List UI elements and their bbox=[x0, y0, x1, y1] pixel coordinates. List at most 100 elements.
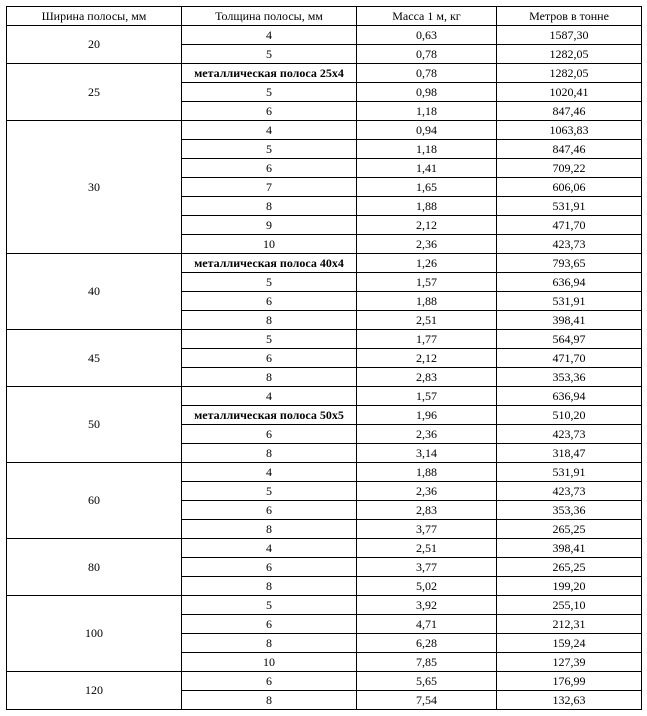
cell-mpt: 847,46 bbox=[497, 140, 642, 159]
cell-thickness: металлическая полоса 50х5 bbox=[182, 406, 357, 425]
cell-mass: 2,12 bbox=[357, 349, 497, 368]
cell-mpt: 353,36 bbox=[497, 501, 642, 520]
cell-thickness: 9 bbox=[182, 216, 357, 235]
cell-mass: 7,85 bbox=[357, 653, 497, 672]
cell-mpt: 265,25 bbox=[497, 558, 642, 577]
cell-mass: 2,83 bbox=[357, 368, 497, 387]
cell-thickness: 5 bbox=[182, 83, 357, 102]
cell-mass: 1,77 bbox=[357, 330, 497, 349]
cell-mpt: 398,41 bbox=[497, 539, 642, 558]
cell-thickness: 4 bbox=[182, 387, 357, 406]
cell-mass: 1,18 bbox=[357, 102, 497, 121]
cell-mass: 3,92 bbox=[357, 596, 497, 615]
cell-mass: 0,78 bbox=[357, 45, 497, 64]
cell-mass: 3,77 bbox=[357, 558, 497, 577]
cell-thickness: 5 bbox=[182, 596, 357, 615]
cell-thickness: 4 bbox=[182, 539, 357, 558]
cell-thickness: 8 bbox=[182, 634, 357, 653]
cell-mpt: 265,25 bbox=[497, 520, 642, 539]
cell-mass: 0,94 bbox=[357, 121, 497, 140]
cell-thickness: 10 bbox=[182, 235, 357, 254]
cell-thickness: 10 bbox=[182, 653, 357, 672]
cell-mpt: 1282,05 bbox=[497, 64, 642, 83]
cell-width: 120 bbox=[7, 672, 182, 710]
cell-mpt: 132,63 bbox=[497, 691, 642, 710]
table-row: 25металлическая полоса 25х40,781282,05 bbox=[7, 64, 642, 83]
cell-mass: 5,65 bbox=[357, 672, 497, 691]
cell-mpt: 1020,41 bbox=[497, 83, 642, 102]
cell-mpt: 423,73 bbox=[497, 482, 642, 501]
cell-mpt: 159,24 bbox=[497, 634, 642, 653]
cell-mass: 3,14 bbox=[357, 444, 497, 463]
cell-mass: 1,57 bbox=[357, 387, 497, 406]
cell-mpt: 212,31 bbox=[497, 615, 642, 634]
cell-width: 20 bbox=[7, 26, 182, 64]
cell-mpt: 510,20 bbox=[497, 406, 642, 425]
cell-mass: 1,41 bbox=[357, 159, 497, 178]
cell-thickness: 6 bbox=[182, 425, 357, 444]
cell-thickness: 5 bbox=[182, 482, 357, 501]
table-row: 12065,65176,99 bbox=[7, 672, 642, 691]
cell-width: 25 bbox=[7, 64, 182, 121]
cell-mpt: 564,97 bbox=[497, 330, 642, 349]
cell-mpt: 127,39 bbox=[497, 653, 642, 672]
cell-thickness: 6 bbox=[182, 102, 357, 121]
cell-thickness: 4 bbox=[182, 121, 357, 140]
col-header-thickness: Толщина полосы, мм bbox=[182, 7, 357, 26]
table-header-row: Ширина полосы, мм Толщина полосы, мм Мас… bbox=[7, 7, 642, 26]
cell-mpt: 606,06 bbox=[497, 178, 642, 197]
cell-mass: 1,18 bbox=[357, 140, 497, 159]
cell-thickness: металлическая полоса 25х4 bbox=[182, 64, 357, 83]
cell-thickness: 8 bbox=[182, 520, 357, 539]
cell-thickness: 6 bbox=[182, 292, 357, 311]
cell-thickness: 5 bbox=[182, 45, 357, 64]
table-body: 2040,631587,3050,781282,0525металлическа… bbox=[7, 26, 642, 710]
cell-mpt: 398,41 bbox=[497, 311, 642, 330]
table-row: 40металлическая полоса 40х41,26793,65 bbox=[7, 254, 642, 273]
cell-mpt: 471,70 bbox=[497, 349, 642, 368]
cell-thickness: 8 bbox=[182, 577, 357, 596]
cell-width: 40 bbox=[7, 254, 182, 330]
cell-mass: 2,36 bbox=[357, 235, 497, 254]
cell-mpt: 318,47 bbox=[497, 444, 642, 463]
cell-thickness: 8 bbox=[182, 691, 357, 710]
cell-mass: 2,83 bbox=[357, 501, 497, 520]
cell-mass: 2,12 bbox=[357, 216, 497, 235]
cell-mass: 1,88 bbox=[357, 197, 497, 216]
cell-mpt: 531,91 bbox=[497, 197, 642, 216]
col-header-mass: Масса 1 м, кг bbox=[357, 7, 497, 26]
cell-mpt: 353,36 bbox=[497, 368, 642, 387]
cell-mpt: 709,22 bbox=[497, 159, 642, 178]
cell-mpt: 636,94 bbox=[497, 387, 642, 406]
cell-mass: 7,54 bbox=[357, 691, 497, 710]
cell-mass: 0,78 bbox=[357, 64, 497, 83]
cell-thickness: 4 bbox=[182, 26, 357, 45]
table-row: 8042,51398,41 bbox=[7, 539, 642, 558]
cell-mass: 1,65 bbox=[357, 178, 497, 197]
cell-thickness: 6 bbox=[182, 672, 357, 691]
cell-width: 45 bbox=[7, 330, 182, 387]
strip-table: Ширина полосы, мм Толщина полосы, мм Мас… bbox=[6, 6, 642, 710]
table-row: 2040,631587,30 bbox=[7, 26, 642, 45]
cell-mass: 3,77 bbox=[357, 520, 497, 539]
cell-thickness: 8 bbox=[182, 311, 357, 330]
cell-mpt: 1063,83 bbox=[497, 121, 642, 140]
cell-mpt: 471,70 bbox=[497, 216, 642, 235]
cell-thickness: 6 bbox=[182, 159, 357, 178]
cell-mass: 1,96 bbox=[357, 406, 497, 425]
cell-mpt: 847,46 bbox=[497, 102, 642, 121]
cell-mpt: 199,20 bbox=[497, 577, 642, 596]
cell-mass: 1,88 bbox=[357, 292, 497, 311]
cell-thickness: 5 bbox=[182, 273, 357, 292]
cell-mass: 0,63 bbox=[357, 26, 497, 45]
cell-thickness: 8 bbox=[182, 197, 357, 216]
cell-thickness: 5 bbox=[182, 330, 357, 349]
cell-mass: 6,28 bbox=[357, 634, 497, 653]
cell-width: 100 bbox=[7, 596, 182, 672]
cell-mpt: 255,10 bbox=[497, 596, 642, 615]
cell-mpt: 1282,05 bbox=[497, 45, 642, 64]
table-row: 4551,77564,97 bbox=[7, 330, 642, 349]
table-row: 10053,92255,10 bbox=[7, 596, 642, 615]
cell-mpt: 176,99 bbox=[497, 672, 642, 691]
cell-mass: 2,36 bbox=[357, 425, 497, 444]
